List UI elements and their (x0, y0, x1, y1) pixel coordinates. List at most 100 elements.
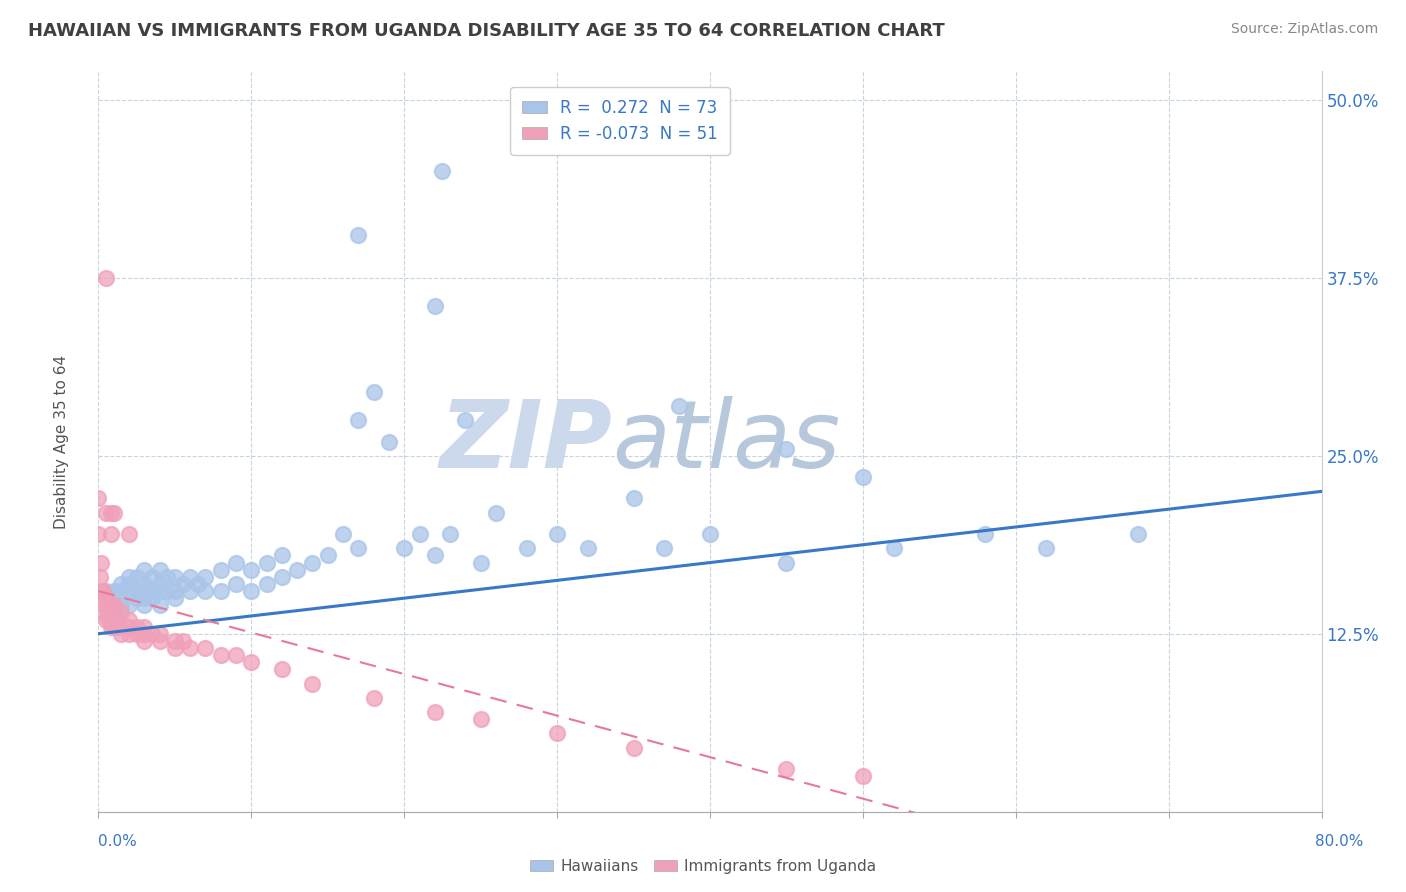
Point (470, 712, 492, 726)
Point (883, 541, 905, 556)
Point (149, 577, 172, 591)
Point (209, 648, 232, 662)
Point (103, 584, 125, 599)
Point (94, 591, 117, 606)
Point (256, 577, 278, 591)
Point (974, 527, 997, 541)
Point (363, 690, 385, 705)
Point (125, 591, 148, 606)
Point (149, 626, 172, 640)
Text: 0.0%: 0.0% (98, 834, 138, 849)
Point (439, 527, 461, 541)
Point (149, 633, 172, 648)
Point (94, 270, 117, 285)
Point (134, 599, 156, 613)
Point (98, 613, 121, 627)
Point (93, 599, 115, 613)
Point (118, 626, 141, 640)
Point (408, 527, 430, 541)
Point (163, 640, 186, 655)
Point (347, 228, 370, 243)
Point (423, 299, 446, 313)
Point (240, 584, 263, 599)
Point (172, 633, 194, 648)
Point (134, 584, 156, 599)
Point (454, 413, 477, 427)
Point (852, 769, 875, 783)
Point (172, 577, 194, 591)
Point (347, 541, 370, 556)
Text: atlas: atlas (612, 396, 841, 487)
Point (576, 541, 599, 556)
Point (240, 655, 263, 669)
Point (91, 606, 114, 620)
Point (699, 527, 721, 541)
Point (107, 619, 129, 633)
Text: HAWAIIAN VS IMMIGRANTS FROM UGANDA DISABILITY AGE 35 TO 64 CORRELATION CHART: HAWAIIAN VS IMMIGRANTS FROM UGANDA DISAB… (28, 22, 945, 40)
Point (623, 740, 645, 755)
Point (652, 541, 675, 556)
Point (156, 570, 179, 584)
Point (118, 599, 141, 613)
Point (485, 506, 508, 520)
Point (110, 599, 132, 613)
Point (240, 563, 263, 577)
Point (546, 527, 568, 541)
Point (256, 556, 278, 570)
Point (103, 606, 125, 620)
Point (516, 541, 538, 556)
Point (194, 584, 217, 599)
Point (852, 470, 875, 484)
Point (134, 626, 156, 640)
Point (101, 613, 124, 627)
Legend: Hawaiians, Immigrants from Uganda: Hawaiians, Immigrants from Uganda (523, 853, 883, 880)
Point (90, 584, 112, 599)
Point (118, 584, 141, 599)
Point (149, 584, 172, 599)
Point (94, 584, 117, 599)
Point (100, 619, 122, 633)
Point (97, 606, 120, 620)
Point (194, 570, 217, 584)
Point (225, 556, 247, 570)
Point (470, 556, 492, 570)
Point (110, 577, 132, 591)
Point (156, 584, 179, 599)
Point (363, 384, 385, 399)
Point (301, 556, 323, 570)
Point (392, 541, 416, 556)
Point (110, 626, 132, 640)
Point (775, 762, 797, 776)
Point (347, 413, 370, 427)
Point (141, 626, 163, 640)
Point (163, 591, 186, 606)
Point (623, 491, 645, 506)
Point (103, 599, 125, 613)
Point (134, 619, 156, 633)
Point (118, 577, 141, 591)
Point (134, 633, 156, 648)
Point (105, 613, 128, 627)
Point (134, 563, 156, 577)
Point (149, 563, 172, 577)
Point (110, 584, 132, 599)
Point (89, 570, 111, 584)
Text: ZIP: ZIP (439, 395, 612, 488)
Point (209, 584, 232, 599)
Point (125, 570, 148, 584)
Point (209, 563, 232, 577)
Point (163, 633, 186, 648)
Point (270, 549, 292, 563)
Point (118, 570, 141, 584)
Point (332, 527, 354, 541)
Point (103, 619, 125, 633)
Point (100, 506, 122, 520)
Point (432, 164, 454, 178)
Point (225, 648, 247, 662)
Point (179, 640, 201, 655)
Point (87, 491, 110, 506)
Point (225, 577, 247, 591)
Point (163, 584, 186, 599)
Text: 80.0%: 80.0% (1316, 834, 1364, 849)
Point (118, 527, 141, 541)
